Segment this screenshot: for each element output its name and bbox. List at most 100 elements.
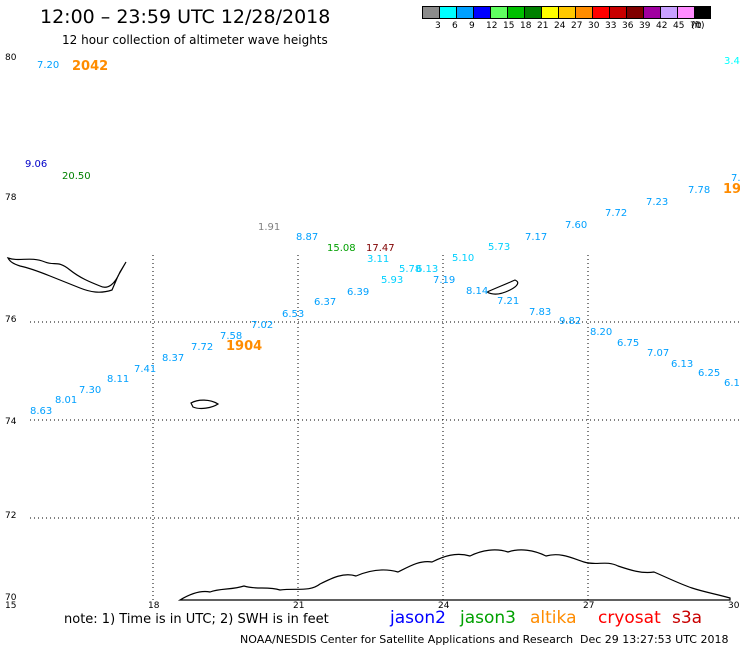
color-scale-label: 15: [503, 21, 515, 31]
color-scale-label: 33: [605, 21, 617, 31]
color-scale-label: 36: [622, 21, 634, 31]
wave-height-value: 8.63: [30, 406, 52, 417]
satellite-label-jason2: jason2: [390, 608, 446, 628]
color-swatch: [541, 6, 558, 19]
wave-height-value: 1.91: [258, 222, 280, 233]
wave-height-value: 7.20: [37, 60, 59, 71]
wave-height-value: 6.75: [617, 338, 639, 349]
color-scale: [422, 6, 711, 19]
wave-height-value: 7.58: [220, 331, 242, 342]
wave-height-value: 6.1: [724, 378, 740, 389]
satellite-label-jason3: jason3: [460, 608, 516, 628]
wave-height-value: 7.72: [605, 208, 627, 219]
color-scale-label: 27: [571, 21, 583, 31]
page-subtitle: 12 hour collection of altimeter wave hei…: [62, 33, 328, 47]
wave-height-value: 8.11: [107, 374, 129, 385]
wave-height-value: 7.41: [134, 364, 156, 375]
wave-height-value: 3.4: [724, 56, 740, 67]
wave-height-value: 5.10: [452, 253, 474, 264]
wave-height-value: 7.19: [433, 275, 455, 286]
color-scale-label: 6: [452, 21, 458, 31]
longitude-label: 18: [148, 601, 160, 611]
color-swatch: [626, 6, 643, 19]
color-swatch: [524, 6, 541, 19]
latitude-label: 70: [5, 593, 17, 603]
satellite-label-cryosat: cryosat: [598, 608, 661, 628]
wave-height-value: 2042: [72, 59, 108, 74]
latitude-label: 80: [5, 53, 17, 63]
color-swatch: [660, 6, 677, 19]
color-swatch: [439, 6, 456, 19]
color-swatch: [422, 6, 439, 19]
wave-height-value: 7.17: [525, 232, 547, 243]
color-swatch: [643, 6, 660, 19]
wave-height-value: 7.07: [647, 348, 669, 359]
latitude-labels: 80 78 76 74 72 70: [5, 53, 17, 603]
color-swatch: [575, 6, 592, 19]
satellite-label-s3a: s3a: [672, 608, 703, 628]
credit-line: NOAA/NESDIS Center for Satellite Applica…: [240, 633, 574, 646]
wave-height-value: 6.53: [282, 309, 304, 320]
coastline-norway: [177, 549, 731, 601]
color-scale-label: 45: [673, 21, 685, 31]
wave-height-value: 6.39: [347, 287, 369, 298]
wave-height-value: 5.93: [381, 275, 403, 286]
wave-height-value: 5.78: [399, 264, 421, 275]
coastline-bear-island: [190, 399, 220, 410]
color-scale-label: 24: [554, 21, 566, 31]
longitude-label: 21: [293, 601, 304, 611]
coastline-svalbard: [6, 256, 127, 293]
wave-height-value: 8.37: [162, 353, 184, 364]
color-scale-label: 18: [520, 21, 532, 31]
color-swatch: [473, 6, 490, 19]
latitude-label: 76: [5, 315, 17, 325]
wave-height-value: 6.25: [698, 368, 720, 379]
longitude-label: 15: [5, 601, 16, 611]
wave-height-value: 9.06: [25, 159, 47, 170]
wave-height-value: 6.13: [416, 264, 438, 275]
longitude-label: 24: [438, 601, 450, 611]
observations: 7.20 2042 3.4 9.06 20.50 7. 7.78 19 7.23 7.72 7.60…: [25, 56, 740, 417]
color-scale-label: 12: [486, 21, 498, 31]
longitude-label: 30: [728, 601, 740, 611]
color-scale-label: 30: [588, 21, 600, 31]
wave-height-value: 7.60: [565, 220, 587, 231]
wave-height-value: 7.78: [688, 185, 710, 196]
wave-height-value: 7.72: [191, 342, 213, 353]
footer-note: note: 1) Time is in UTC; 2) SWH is in fe…: [64, 612, 329, 627]
wave-height-value: 8.87: [296, 232, 318, 243]
wave-height-value: 7.30: [79, 385, 101, 396]
color-swatch: [592, 6, 609, 19]
color-swatch: [490, 6, 507, 19]
wave-height-value: 17.47: [366, 243, 395, 254]
color-scale-label: (ft): [691, 21, 705, 31]
wave-height-value: 6.13: [671, 359, 693, 370]
wave-height-value: 1904: [226, 339, 262, 354]
color-scale-label: 39: [639, 21, 651, 31]
satellite-label-altika: altika: [530, 608, 577, 628]
wave-height-value: 6.37: [314, 297, 336, 308]
wave-height-value: 3.11: [367, 254, 389, 265]
wave-height-value: 15.08: [327, 243, 356, 254]
color-scale-label: 3: [435, 21, 441, 31]
coastlines: [6, 256, 731, 601]
wave-height-value: 7.83: [529, 307, 551, 318]
color-scale-label: 21: [537, 21, 549, 31]
color-swatch: [507, 6, 524, 19]
wave-height-value: 20.50: [62, 171, 91, 182]
color-scale-labels: 3 6 9 12 15 18 21 24 27 30 33 36 39 42 45 70 (ft): [422, 21, 740, 33]
latitude-label: 74: [5, 417, 17, 427]
wave-height-value: 7.23: [646, 197, 668, 208]
color-scale-label: 9: [469, 21, 475, 31]
color-swatch: [609, 6, 626, 19]
coastline-kong-karls-land: [485, 279, 519, 295]
longitude-label: 27: [583, 601, 594, 611]
latitude-label: 78: [5, 193, 17, 203]
generation-timestamp: Dec 29 13:27:53 UTC 2018: [580, 633, 729, 646]
wave-height-value: 19: [723, 182, 740, 197]
wave-height-value: 7.02: [251, 320, 273, 331]
wave-height-value: 5.73: [488, 242, 510, 253]
longitude-labels: 15 18 21 24 27 30: [5, 601, 740, 611]
wave-height-value: 8.20: [590, 327, 612, 338]
